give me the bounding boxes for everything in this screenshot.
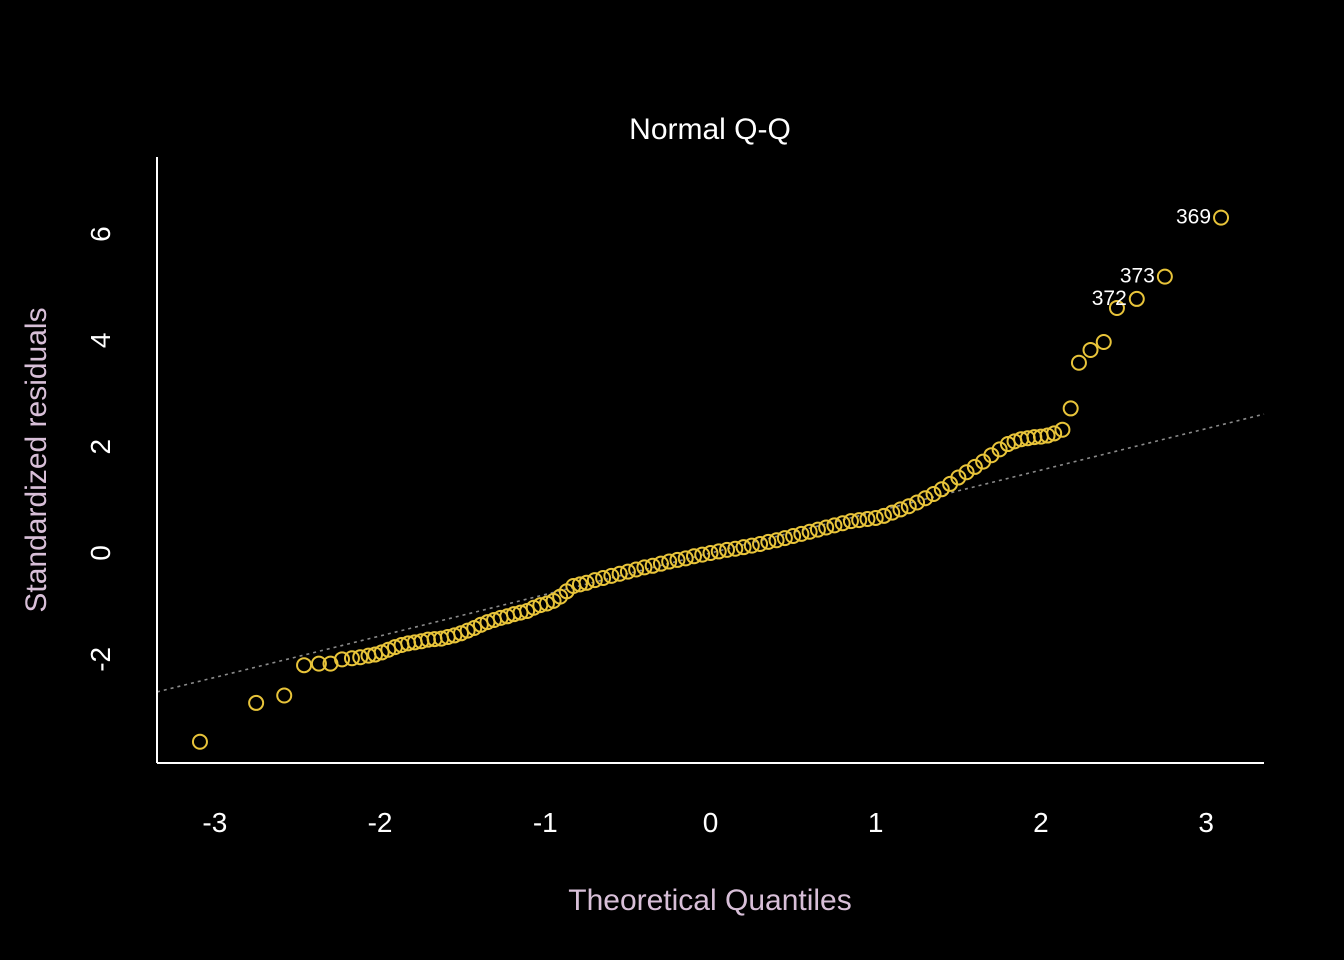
data-point bbox=[958, 464, 975, 481]
data-point bbox=[702, 545, 719, 562]
data-point bbox=[768, 532, 785, 549]
data-point bbox=[669, 551, 686, 568]
data-point bbox=[925, 486, 942, 503]
y-axis-title: Standardized residuals bbox=[20, 307, 53, 612]
x-tick-label: -3 bbox=[202, 807, 227, 838]
data-point bbox=[950, 469, 967, 486]
data-point bbox=[867, 509, 884, 526]
data-point bbox=[343, 650, 360, 667]
data-point bbox=[727, 540, 744, 557]
data-point bbox=[578, 574, 595, 591]
data-point bbox=[628, 561, 645, 578]
data-point bbox=[909, 494, 926, 511]
data-point bbox=[809, 521, 826, 538]
data-point bbox=[248, 694, 265, 711]
x-axis-title: Theoretical Quantiles bbox=[568, 884, 851, 917]
data-point bbox=[983, 447, 1000, 464]
data-point bbox=[644, 557, 661, 574]
data-point bbox=[652, 555, 669, 572]
reference-line-layer bbox=[156, 413, 1265, 693]
data-point bbox=[636, 559, 653, 576]
data-point bbox=[1046, 425, 1063, 442]
data-point bbox=[1128, 290, 1145, 307]
data-point bbox=[677, 550, 694, 567]
point-label-373: 373 bbox=[1120, 265, 1155, 288]
y-tick-label: 4 bbox=[85, 333, 116, 349]
data-point bbox=[1108, 299, 1125, 316]
data-point bbox=[1039, 427, 1056, 444]
data-point bbox=[191, 733, 208, 750]
data-point bbox=[710, 543, 727, 560]
y-tick-label: 0 bbox=[85, 545, 116, 561]
data-point bbox=[1062, 400, 1079, 417]
data-point bbox=[595, 570, 612, 587]
data-point bbox=[310, 655, 327, 672]
data-point bbox=[785, 528, 802, 545]
data-point bbox=[571, 576, 588, 593]
data-point bbox=[892, 501, 909, 518]
data-point bbox=[884, 504, 901, 521]
data-point bbox=[917, 490, 934, 507]
data-point bbox=[966, 458, 983, 475]
y-tick-label: 2 bbox=[85, 439, 116, 455]
data-point bbox=[834, 515, 851, 532]
y-tick-label: -2 bbox=[85, 647, 116, 672]
data-point bbox=[859, 511, 876, 528]
data-point bbox=[619, 563, 636, 580]
data-point bbox=[1070, 354, 1087, 371]
data-point bbox=[296, 657, 313, 674]
axes-layer bbox=[156, 157, 1264, 764]
x-tick-labels: -3 -2 -1 0 1 2 3 bbox=[202, 807, 1214, 838]
data-point bbox=[352, 649, 369, 666]
data-point bbox=[851, 512, 868, 529]
x-tick-label: 2 bbox=[1033, 807, 1049, 838]
data-point bbox=[818, 519, 835, 536]
data-point bbox=[801, 523, 818, 540]
data-point bbox=[586, 572, 603, 589]
data-point bbox=[793, 525, 810, 542]
data-point bbox=[1095, 333, 1112, 350]
data-point bbox=[685, 548, 702, 565]
data-point bbox=[760, 533, 777, 550]
data-point bbox=[842, 513, 859, 530]
data-point bbox=[276, 687, 293, 704]
x-tick-label: 0 bbox=[703, 807, 719, 838]
data-point bbox=[991, 441, 1008, 458]
data-point bbox=[752, 535, 769, 552]
chart-title: Normal Q-Q bbox=[629, 113, 791, 146]
data-point bbox=[776, 530, 793, 547]
point-label-369: 369 bbox=[1176, 206, 1211, 229]
data-point bbox=[875, 507, 892, 524]
x-tick-label: -2 bbox=[368, 807, 393, 838]
data-point bbox=[334, 651, 351, 668]
data-point bbox=[900, 498, 917, 515]
data-point bbox=[603, 567, 620, 584]
x-tick-label: 3 bbox=[1198, 807, 1214, 838]
point-label-372: 372 bbox=[1092, 287, 1127, 310]
qq-reference-line bbox=[156, 413, 1265, 693]
data-point bbox=[1213, 209, 1230, 226]
data-point bbox=[1082, 341, 1099, 358]
data-point bbox=[933, 481, 950, 498]
data-point bbox=[735, 539, 752, 556]
y-tick-labels: -2 0 2 4 6 bbox=[85, 226, 116, 672]
data-point bbox=[1156, 268, 1173, 285]
data-point bbox=[694, 546, 711, 563]
data-point bbox=[611, 565, 628, 582]
data-point bbox=[719, 541, 736, 558]
y-tick-label: 6 bbox=[85, 226, 116, 242]
data-point bbox=[661, 553, 678, 570]
data-point bbox=[743, 537, 760, 554]
data-point bbox=[826, 517, 843, 534]
x-tick-label: -1 bbox=[533, 807, 558, 838]
points-layer bbox=[191, 209, 1230, 750]
x-tick-label: 1 bbox=[868, 807, 884, 838]
data-point bbox=[1054, 421, 1071, 438]
